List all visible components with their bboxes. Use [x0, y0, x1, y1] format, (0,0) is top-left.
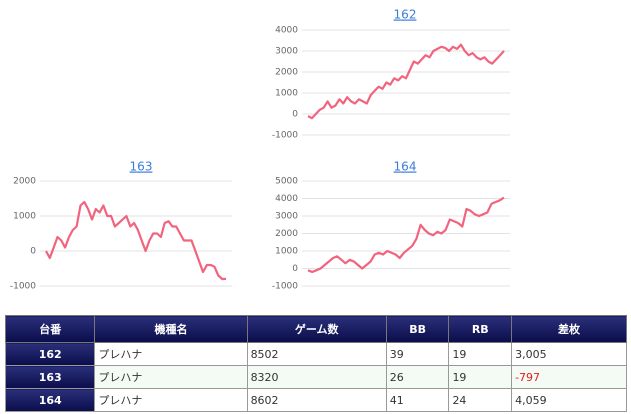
y-tick-label: 0: [292, 110, 298, 120]
table-cell: 39: [385, 342, 450, 366]
table-cell: -797: [511, 365, 627, 389]
line: [307, 196, 505, 274]
charts: 162 -1000 0 1000 2000 3000 4000 163 -1000 0 1000 20…: [10, 8, 510, 292]
header-cell: 機種名: [94, 315, 248, 343]
table-cell: 8502: [246, 342, 387, 366]
y-tick-label: 5000: [275, 177, 298, 187]
y-tick-label: 1000: [13, 212, 36, 222]
table-cell: 8320: [246, 365, 387, 389]
header-cell: ゲーム数: [246, 315, 387, 343]
chart-title[interactable]: 162: [394, 8, 417, 22]
table-cell: 8602: [246, 388, 387, 412]
table-row: 162 プレハナ 8502 39 19 3,005: [4, 342, 627, 366]
y-tick-label: 1000: [275, 247, 298, 257]
y-tick-label: -1000: [10, 282, 36, 292]
table-cell: 4,059: [511, 388, 627, 412]
table-cell: 19: [448, 365, 513, 389]
y-tick-label: 2000: [275, 229, 298, 239]
table-cell: 26: [385, 365, 450, 389]
table-cell: 41: [385, 388, 450, 412]
y-tick-label: 1000: [275, 89, 298, 99]
table-cell: プレハナ: [94, 388, 248, 412]
chart-title[interactable]: 163: [130, 160, 153, 174]
line: [45, 200, 227, 281]
y-tick-label: 0: [30, 247, 36, 257]
header-cell: 差枚: [511, 315, 627, 343]
table-cell: プレハナ: [94, 342, 248, 366]
row-id: 164: [4, 388, 96, 412]
y-tick-label: 3000: [275, 47, 298, 57]
table-cell: プレハナ: [94, 365, 248, 389]
table-row: 164 プレハナ 8602 41 24 4,059: [4, 388, 627, 412]
y-tick-label: -1000: [272, 282, 298, 292]
table-cell: 24: [448, 388, 513, 412]
table-cell: 3,005: [511, 342, 627, 366]
y-tick-label: 3000: [275, 212, 298, 222]
y-tick-label: 4000: [275, 194, 298, 204]
y-tick-label: 4000: [275, 26, 298, 36]
header-cell: RB: [448, 315, 513, 343]
y-tick-label: 0: [292, 264, 298, 274]
summary-table: 台番 機種名 ゲーム数 BB RB 差枚 162 プレハナ 8502 39 19 3,005 163 プレ…: [4, 315, 627, 412]
y-tick-label: 2000: [13, 177, 36, 187]
header-cell: BB: [385, 315, 450, 343]
row-id: 163: [4, 365, 96, 389]
y-tick-label: -1000: [272, 131, 298, 141]
table-row: 163 プレハナ 8320 26 19 -797: [4, 365, 627, 389]
y-tick-label: 2000: [275, 68, 298, 78]
row-id: 162: [4, 342, 96, 366]
table-cell: 19: [448, 342, 513, 366]
chart-title[interactable]: 164: [394, 160, 417, 174]
header-cell: 台番: [4, 315, 96, 343]
line: [307, 43, 505, 120]
